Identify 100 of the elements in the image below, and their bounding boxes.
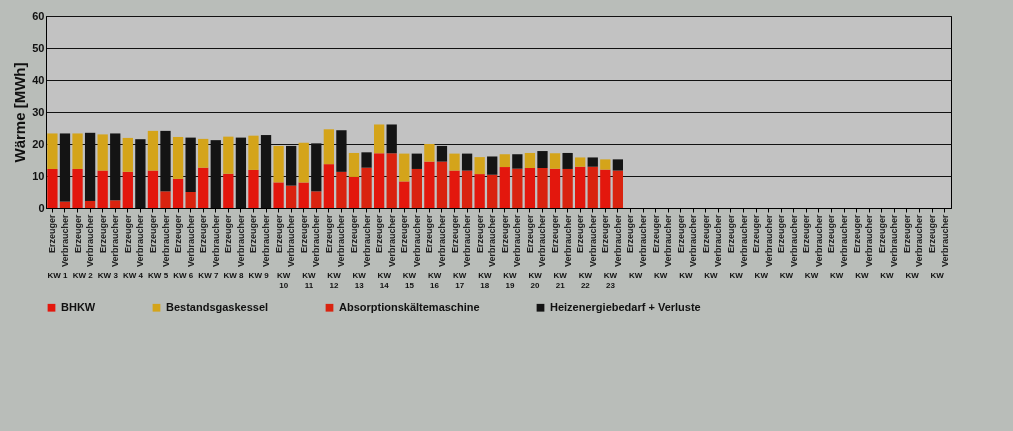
- text: KW 7: [198, 271, 219, 280]
- text: KW 18: [478, 271, 492, 290]
- x-tick-label: Erzeuger: [122, 214, 133, 254]
- bar: [549, 168, 561, 208]
- bar: [461, 153, 473, 171]
- x-tick-label: Verbraucher: [537, 214, 548, 268]
- x-tick-label: Verbraucher: [487, 214, 498, 268]
- text: KW 10: [277, 271, 291, 290]
- bar: [537, 168, 548, 208]
- y-axis-title: Wärme [MWh]: [11, 62, 29, 163]
- x-tick-label: Erzeuger: [47, 214, 58, 254]
- text: KW 8: [223, 271, 245, 280]
- text: KW: [855, 271, 869, 280]
- bar: [399, 181, 410, 208]
- legend-label: Absorptionskältemaschine: [339, 300, 480, 313]
- text: KW 22: [578, 271, 593, 290]
- x-tick-label: Verbraucher: [110, 214, 121, 268]
- bar: [72, 133, 83, 169]
- bar: [524, 152, 536, 168]
- x-tick-label: Verbraucher: [638, 214, 649, 268]
- y-tick-label: 50: [32, 41, 45, 54]
- bar: [298, 182, 309, 208]
- legend-label: Heizenergiebedarf + Verluste: [550, 300, 701, 313]
- x-tick-label: Erzeuger: [600, 214, 611, 254]
- bar: [185, 192, 196, 208]
- x-tick-label: Verbraucher: [235, 214, 246, 268]
- x-tick-label: Erzeuger: [675, 214, 686, 254]
- bar: [122, 171, 133, 208]
- text: KW 19: [503, 271, 518, 290]
- text: KW 11: [302, 271, 316, 290]
- bar: [487, 174, 498, 208]
- bar: [512, 168, 523, 208]
- text: KW 2: [72, 271, 94, 280]
- text: KW 15: [402, 271, 417, 290]
- x-tick-label: Erzeuger: [374, 214, 385, 254]
- bar: [298, 142, 309, 183]
- x-tick-label: Verbraucher: [763, 214, 774, 268]
- x-tick-label: Erzeuger: [248, 214, 259, 254]
- x-tick-label: Verbraucher: [612, 214, 623, 268]
- x-tick-label: Erzeuger: [700, 214, 711, 254]
- bar: [172, 136, 184, 179]
- bar: [600, 159, 611, 170]
- x-tick-label: Erzeuger: [575, 214, 586, 254]
- bar: [474, 174, 485, 208]
- text: KW: [679, 271, 693, 280]
- x-tick-label: Verbraucher: [185, 214, 196, 268]
- bar: [311, 191, 322, 208]
- bar: [449, 170, 460, 208]
- bar: [461, 170, 473, 208]
- bar: [600, 169, 611, 208]
- bar: [499, 154, 510, 168]
- bar: [587, 157, 598, 167]
- text: KW: [779, 271, 794, 280]
- x-tick-label: Verbraucher: [286, 214, 297, 268]
- x-tick-label: Verbraucher: [386, 214, 397, 268]
- bar: [575, 166, 586, 208]
- x-tick-label: Erzeuger: [725, 214, 736, 254]
- bar: [361, 167, 372, 208]
- x-tick-label: Verbraucher: [462, 214, 473, 268]
- bar: [449, 153, 460, 171]
- bar: [47, 168, 58, 208]
- x-tick-label: Verbraucher: [889, 214, 900, 268]
- bar: [198, 138, 209, 168]
- bar: [373, 124, 385, 154]
- bar: [399, 153, 410, 182]
- bar: [512, 154, 523, 169]
- text: KW 21: [553, 271, 568, 290]
- bar: [47, 133, 58, 169]
- bar: [424, 161, 435, 208]
- x-tick-label: Verbraucher: [663, 214, 674, 268]
- bar: [273, 145, 284, 183]
- x-tick-label: Erzeuger: [72, 214, 83, 254]
- x-tick-label: Verbraucher: [587, 214, 598, 268]
- bar: [612, 159, 624, 171]
- x-tick-label: Erzeuger: [474, 214, 485, 254]
- x-tick-label: Verbraucher: [738, 214, 749, 268]
- x-tick-label: Erzeuger: [876, 214, 887, 254]
- bar: [549, 153, 561, 169]
- bar: [160, 191, 171, 208]
- bar: [172, 178, 184, 208]
- bar: [386, 153, 397, 208]
- bar: [147, 170, 159, 208]
- bar: [373, 153, 385, 208]
- x-tick-label: Verbraucher: [436, 214, 447, 268]
- x-tick-label: Verbraucher: [336, 214, 347, 268]
- x-tick-label: Erzeuger: [97, 214, 108, 254]
- bar: [273, 182, 284, 208]
- x-tick-label: Verbraucher: [210, 214, 221, 268]
- bar: [248, 169, 259, 208]
- x-tick-label: Verbraucher: [688, 214, 699, 268]
- x-tick-label: Erzeuger: [273, 214, 284, 254]
- x-tick-label: Erzeuger: [901, 214, 912, 254]
- x-tick-label: Verbraucher: [939, 214, 950, 268]
- x-tick-label: Erzeuger: [298, 214, 309, 254]
- text: KW: [628, 271, 643, 280]
- x-tick-label: Verbraucher: [839, 214, 850, 268]
- x-tick-label: Erzeuger: [550, 214, 561, 254]
- text: KW: [804, 271, 819, 280]
- bar: [323, 129, 335, 165]
- y-tick-label: 60: [32, 9, 45, 22]
